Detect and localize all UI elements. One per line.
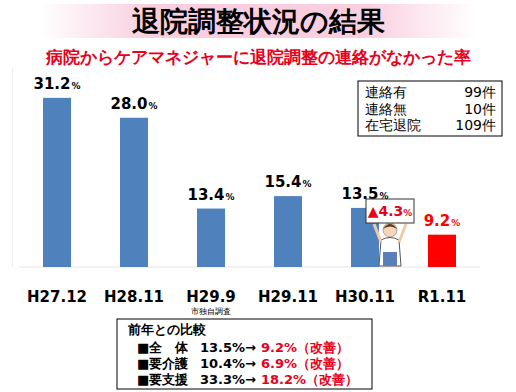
bar xyxy=(43,98,71,267)
data-label-number: 15.4 xyxy=(264,173,301,191)
counts-box xyxy=(358,81,502,136)
data-label-number: 13.4 xyxy=(187,186,224,204)
comparison-after: 6.9%（改善） xyxy=(261,356,349,371)
comparison-box xyxy=(117,319,372,389)
comparison-title: 前年との比較 xyxy=(127,322,207,337)
x-axis-line xyxy=(19,267,481,268)
y-axis-line xyxy=(12,68,13,267)
change-unit: % xyxy=(403,208,412,218)
person-arm xyxy=(399,224,406,242)
change-box xyxy=(366,199,414,223)
count-label: 連絡無 xyxy=(365,101,407,117)
change-number: ▲4.3 xyxy=(368,203,404,219)
comparison-before: 13.5%→ xyxy=(200,340,256,355)
bar xyxy=(120,118,148,267)
comparison-label: ■全 体 xyxy=(137,340,189,355)
data-label: 28.0% xyxy=(110,95,157,113)
x-tick-label: H29.9 xyxy=(186,288,236,306)
data-label-unit: % xyxy=(71,81,80,91)
data-label: 13.4% xyxy=(187,186,234,204)
category-note: 市独自調査 xyxy=(191,307,231,316)
bar xyxy=(274,196,302,267)
person-body xyxy=(379,238,401,267)
person-head xyxy=(383,223,397,237)
count-value: 10件 xyxy=(464,101,496,117)
subtitle: 病院からケアマネジャーに退院調整の連絡がなかった率 xyxy=(45,47,471,67)
comparison-after: 18.2%（改善） xyxy=(261,372,358,387)
data-label: 31.2% xyxy=(33,75,80,93)
comparison-before: 33.3%→ xyxy=(200,372,256,387)
x-tick-label: H30.11 xyxy=(335,288,395,306)
comparison-label: ■要介護 xyxy=(137,356,188,371)
count-value: 109件 xyxy=(455,117,496,133)
count-label: 在宅退院 xyxy=(365,117,421,133)
x-tick-label: H29.11 xyxy=(258,288,318,306)
data-label-unit: % xyxy=(225,192,234,202)
bar xyxy=(197,209,225,267)
data-label-unit: % xyxy=(451,218,460,228)
title-band xyxy=(40,4,476,38)
change-annotation: ▲4.3% xyxy=(368,203,413,219)
data-label-number: 9.2 xyxy=(424,212,451,230)
data-label-number: 28.0 xyxy=(110,95,147,113)
count-label: 連絡有 xyxy=(365,84,407,100)
person-legs xyxy=(383,252,397,266)
x-tick-label: H27.12 xyxy=(27,288,87,306)
comparison-label: ■要支援 xyxy=(137,372,188,387)
bars xyxy=(43,98,456,267)
title: 退院調整状況の結果 xyxy=(132,5,385,38)
data-label-unit: % xyxy=(148,101,157,111)
comparison-after: 9.2%（改善） xyxy=(261,340,349,355)
x-tick-label: R1.11 xyxy=(418,288,467,306)
data-label: 9.2% xyxy=(424,212,461,230)
comparison-before: 10.4%→ xyxy=(200,356,256,371)
data-label-unit: % xyxy=(302,179,311,189)
data-label: 15.4% xyxy=(264,173,311,191)
x-tick-label: H28.11 xyxy=(104,288,164,306)
count-value: 99件 xyxy=(464,84,496,100)
data-label-number: 31.2 xyxy=(33,75,70,93)
bar xyxy=(428,235,456,267)
person-icon xyxy=(374,223,406,266)
person-hair xyxy=(383,224,397,229)
chart: 退院調整状況の結果病院からケアマネジャーに退院調整の連絡がなかった率31.2%2… xyxy=(0,0,516,392)
person-arm xyxy=(374,224,381,242)
